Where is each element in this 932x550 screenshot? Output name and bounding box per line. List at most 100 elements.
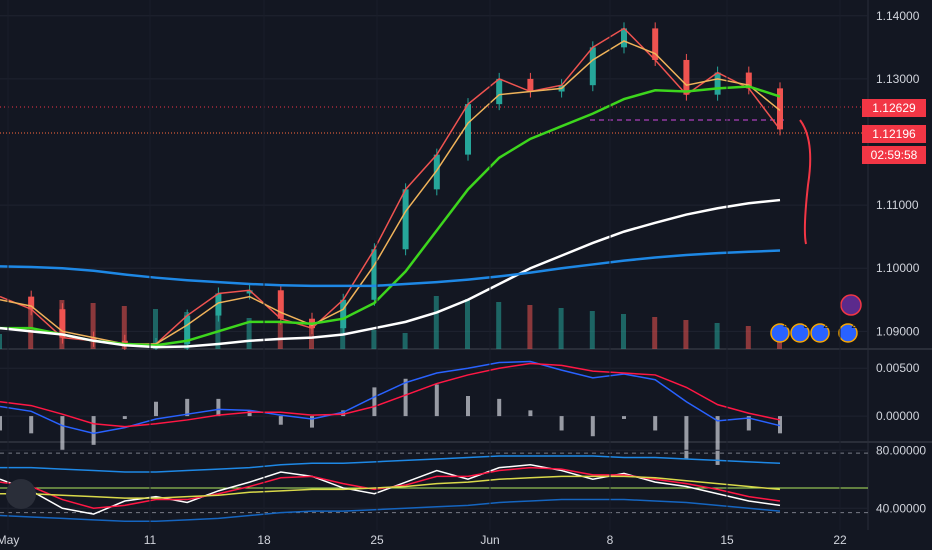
y-tick-label: 80.00000 <box>876 443 926 457</box>
macd-histogram-bar <box>653 416 658 431</box>
candle-body <box>683 59 690 95</box>
series-line <box>0 198 781 349</box>
macd-histogram-bar <box>247 410 252 417</box>
macd-histogram-bar <box>310 416 314 428</box>
macd-histogram-bar <box>497 398 502 417</box>
volume-bar <box>90 303 96 349</box>
volume-bar <box>652 317 658 349</box>
last-price-tag: 1.12196 <box>862 125 926 143</box>
candle-body <box>184 315 191 344</box>
series-line <box>0 249 781 288</box>
countdown-tag: 02:59:58 <box>862 146 926 164</box>
macd-histogram-bar <box>590 416 595 437</box>
volume-bar <box>745 326 751 349</box>
x-tick-label: 18 <box>257 533 271 547</box>
candle-body <box>59 309 66 338</box>
y-tick-label: 1.09000 <box>876 324 920 338</box>
series-line <box>0 362 781 428</box>
macd-histogram-bar <box>372 387 377 417</box>
candle-body <box>215 293 222 316</box>
macd-histogram-bar <box>528 410 533 417</box>
series-line <box>0 475 781 499</box>
macd-histogram-bar <box>403 378 408 417</box>
event-flag-icon <box>770 323 790 343</box>
macd-histogram-bar <box>559 416 564 431</box>
macd-histogram-bar <box>0 416 2 431</box>
y-tick-label: 1.10000 <box>876 261 920 275</box>
event-count: 5 <box>803 320 809 331</box>
volume-bar <box>0 334 2 349</box>
y-tick-label: 1.13000 <box>876 72 920 86</box>
volume-bar <box>340 327 346 349</box>
candle-body <box>90 337 97 341</box>
event-flag-icon <box>838 323 858 343</box>
event-alert-icon <box>840 294 862 316</box>
macd-histogram-bar <box>278 416 283 425</box>
x-tick-label: 22 <box>833 533 847 547</box>
candle-body <box>745 72 752 89</box>
event-flag-icon <box>810 323 830 343</box>
macd-histogram-bar <box>122 416 127 419</box>
volume-bar <box>371 330 377 349</box>
volume-bar <box>714 323 720 349</box>
macd-histogram-bar <box>91 416 96 445</box>
macd-histogram-bar <box>154 401 158 417</box>
macd-histogram-bar <box>341 410 346 417</box>
volume-bar <box>121 306 127 349</box>
volume-bar <box>589 311 595 349</box>
candle-body <box>121 340 128 344</box>
x-tick-label: May <box>0 533 19 547</box>
macd-histogram-bar <box>216 398 221 417</box>
volume-bar <box>621 314 626 349</box>
macd-histogram-bar <box>778 416 782 434</box>
candle-body <box>402 189 409 250</box>
candle-body <box>277 290 284 319</box>
x-tick-label: 15 <box>720 533 734 547</box>
series-line <box>0 498 781 523</box>
volume-bar <box>277 321 283 349</box>
macd-histogram-bar <box>185 398 190 417</box>
candle-body <box>433 154 440 190</box>
candle-body <box>777 88 783 130</box>
x-tick-label: 11 <box>144 533 157 547</box>
macd-histogram-bar <box>746 416 751 431</box>
macd-histogram-bar <box>60 416 65 451</box>
volume-bar <box>683 320 689 349</box>
current-price-tag: 1.12629 <box>862 99 926 117</box>
y-tick-label: 1.11000 <box>876 198 919 212</box>
volume-bar <box>433 296 439 349</box>
macd-histogram-bar <box>622 416 626 419</box>
y-tick-label: 0.00500 <box>876 361 920 375</box>
volume-bar <box>246 318 252 349</box>
volume-bar <box>153 309 158 349</box>
x-tick-label: 8 <box>607 533 614 547</box>
y-tick-label: 40.00000 <box>876 501 926 515</box>
series-line <box>0 27 781 345</box>
macd-histogram-bar <box>684 416 689 460</box>
macd-histogram-bar <box>29 416 34 434</box>
volume-bar <box>558 308 564 349</box>
annotation-curve <box>799 119 812 245</box>
volume-bar <box>28 297 34 349</box>
event-count: 4 <box>783 320 789 331</box>
y-tick-label: 0.00000 <box>876 409 920 423</box>
series-line <box>0 360 781 435</box>
candle-body <box>714 72 721 95</box>
y-tick-label: 1.14000 <box>876 9 920 23</box>
tradingview-logo-icon[interactable] <box>6 479 36 509</box>
x-tick-label: Jun <box>480 533 499 547</box>
x-tick-label: 25 <box>370 533 384 547</box>
event-flag-icon <box>790 323 810 343</box>
event-count: 2 <box>823 320 829 331</box>
candle-body <box>621 28 627 48</box>
macd-histogram-bar <box>434 384 439 417</box>
macd-histogram-bar <box>466 396 470 417</box>
volume-bar <box>496 302 502 349</box>
volume-bar <box>465 299 470 349</box>
series-line <box>0 40 781 345</box>
series-line <box>0 455 781 473</box>
macd-histogram-bar <box>715 416 720 465</box>
candle-body <box>340 299 347 329</box>
candle-body <box>246 290 253 294</box>
